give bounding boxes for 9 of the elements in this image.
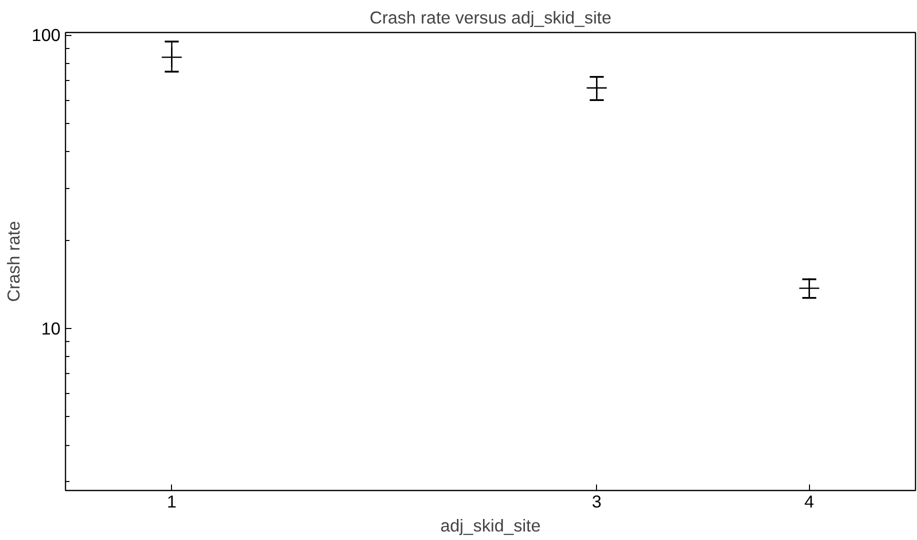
y-axis-title: Crash rate xyxy=(4,221,24,302)
point xyxy=(161,46,182,68)
x-tick-label: 4 xyxy=(804,492,814,512)
y-tick-label: 10 xyxy=(41,318,61,338)
x-tick-label: 3 xyxy=(592,492,602,512)
chart-title: Crash rate versus adj_skid_site xyxy=(370,8,612,28)
y-tick-label: 100 xyxy=(32,25,61,46)
x-tick-label: 1 xyxy=(166,492,177,512)
x-axis-title: adj_skid_site xyxy=(440,516,541,536)
